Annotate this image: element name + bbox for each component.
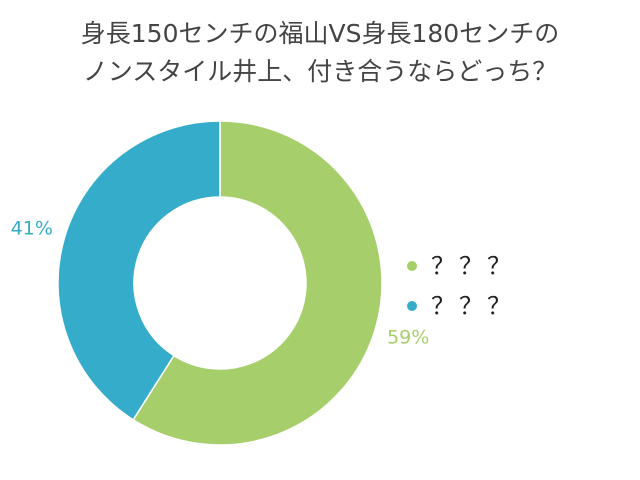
slice-label-1: 41%: [11, 217, 53, 239]
chart-title-line-2: ノンスタイル井上、付き合うならどっち？: [82, 57, 558, 86]
legend-swatch-0: [407, 261, 417, 271]
donut-slice-0[interactable]: [132, 120, 383, 446]
chart-title-line-1: 身長150センチの福山VS身長180センチの: [80, 19, 560, 48]
legend-label-1: ？？？: [431, 292, 515, 320]
donut-slice-1[interactable]: [57, 120, 221, 421]
legend-label-0: ？？？: [431, 252, 515, 280]
donut-slices: [57, 120, 383, 446]
slice-labels: 59% 41%: [11, 217, 430, 348]
legend-swatch-1: [407, 301, 417, 311]
slice-label-0: 59%: [387, 327, 429, 349]
